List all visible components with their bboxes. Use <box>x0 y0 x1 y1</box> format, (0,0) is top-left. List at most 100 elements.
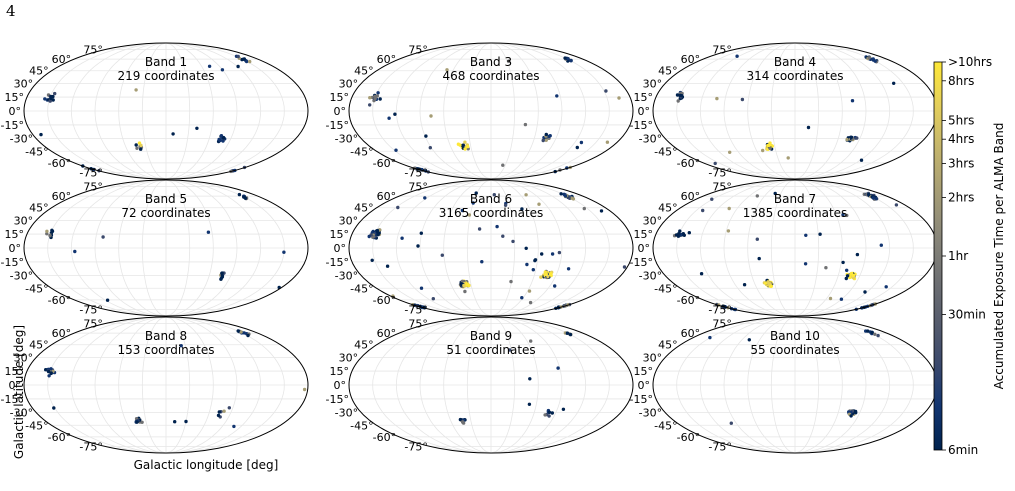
lon-gridline <box>490 316 587 454</box>
lon-gridline <box>466 179 492 317</box>
data-point <box>617 96 621 100</box>
data-point <box>527 402 532 406</box>
panel-title: Band 4 <box>774 55 816 69</box>
sky-outline <box>348 316 634 454</box>
data-point <box>557 250 562 255</box>
data-point <box>463 140 467 144</box>
data-point <box>520 207 524 211</box>
lon-gridline <box>118 316 167 454</box>
lat-tick-label: 60° <box>681 190 701 203</box>
data-point <box>803 262 808 266</box>
lat-tick-label: 0° <box>334 379 347 392</box>
data-point <box>464 282 469 286</box>
lat-tick-label: 75° <box>712 317 732 330</box>
data-point <box>599 209 604 213</box>
lat-tick-label: -30° <box>639 270 662 283</box>
data-point <box>769 284 773 288</box>
data-point <box>605 140 610 144</box>
lat-tick-label: 45° <box>29 339 49 352</box>
lat-tick-label: 60° <box>52 190 72 203</box>
data-point <box>747 338 751 342</box>
data-point <box>45 229 49 233</box>
data-point <box>371 234 376 239</box>
lat-tick-label: 75° <box>408 180 428 193</box>
data-point <box>503 203 508 207</box>
data-point <box>735 54 739 58</box>
data-point <box>677 232 681 236</box>
lat-tick-label: -30° <box>10 270 33 283</box>
data-point <box>568 332 573 337</box>
lon-gridline <box>794 42 891 180</box>
lat-tick-label: -45° <box>25 419 48 432</box>
lat-tick-label: 15° <box>5 91 25 104</box>
lat-tick-label: -15° <box>1 119 24 132</box>
lat-tick-label: 75° <box>83 180 103 193</box>
data-point <box>537 202 541 206</box>
data-point <box>850 99 855 103</box>
data-point <box>221 139 225 143</box>
lon-gridline <box>747 316 796 454</box>
data-point <box>849 135 853 139</box>
data-point <box>844 276 848 281</box>
lat-tick-label: 15° <box>634 228 654 241</box>
colorbar-tick-label: 5hrs <box>948 113 974 127</box>
lat-tick-label: -30° <box>335 133 358 146</box>
data-point <box>171 132 175 136</box>
panel-title: Band 10 <box>770 329 820 343</box>
data-point <box>544 138 548 142</box>
data-point <box>550 411 554 415</box>
data-point <box>757 256 761 261</box>
data-point <box>458 417 463 422</box>
lat-tick-label: -75° <box>708 441 731 454</box>
data-point <box>884 285 888 289</box>
data-point <box>566 57 570 61</box>
data-point <box>237 192 242 197</box>
data-point <box>220 68 225 72</box>
data-point <box>184 419 188 424</box>
data-point <box>773 191 777 196</box>
data-point <box>556 366 560 370</box>
data-point <box>227 406 231 410</box>
data-point <box>419 231 423 235</box>
data-point <box>582 206 586 211</box>
data-point <box>894 203 899 207</box>
x-axis-label: Galactic longitude [deg] <box>134 458 279 472</box>
lon-gridline <box>490 42 587 180</box>
data-point <box>708 335 712 340</box>
lat-tick-label: -60° <box>373 294 396 307</box>
lon-gridline <box>794 42 820 180</box>
data-point <box>804 233 808 237</box>
data-point <box>767 282 771 286</box>
data-point <box>863 290 867 294</box>
lat-tick-label: -75° <box>404 167 427 180</box>
data-point <box>43 97 47 101</box>
y-axis-label: Galactic latitude [deg] <box>12 325 26 459</box>
lat-tick-label: -60° <box>48 431 71 444</box>
data-point <box>849 414 853 418</box>
lat-tick-label: 30° <box>14 352 34 365</box>
scatter-points <box>45 192 286 302</box>
lat-tick-label: 30° <box>339 78 359 91</box>
data-point <box>101 235 105 239</box>
data-point <box>460 420 465 424</box>
lon-gridline <box>676 42 796 180</box>
lon-gridline <box>723 316 796 454</box>
panel-subtitle: 51 coordinates <box>446 343 535 357</box>
lat-tick-label: 0° <box>638 105 651 118</box>
lon-gridline <box>165 316 214 454</box>
lat-tick-label: 75° <box>408 43 428 56</box>
lat-tick-label: 15° <box>330 228 350 241</box>
data-point <box>393 112 397 116</box>
lat-tick-label: 60° <box>52 53 72 66</box>
lon-gridline <box>443 42 492 180</box>
lat-tick-label: 15° <box>634 365 654 378</box>
data-point <box>474 191 478 195</box>
data-point <box>423 196 427 200</box>
data-point <box>561 407 566 411</box>
lat-tick-label: 75° <box>408 317 428 330</box>
data-point <box>524 193 528 197</box>
